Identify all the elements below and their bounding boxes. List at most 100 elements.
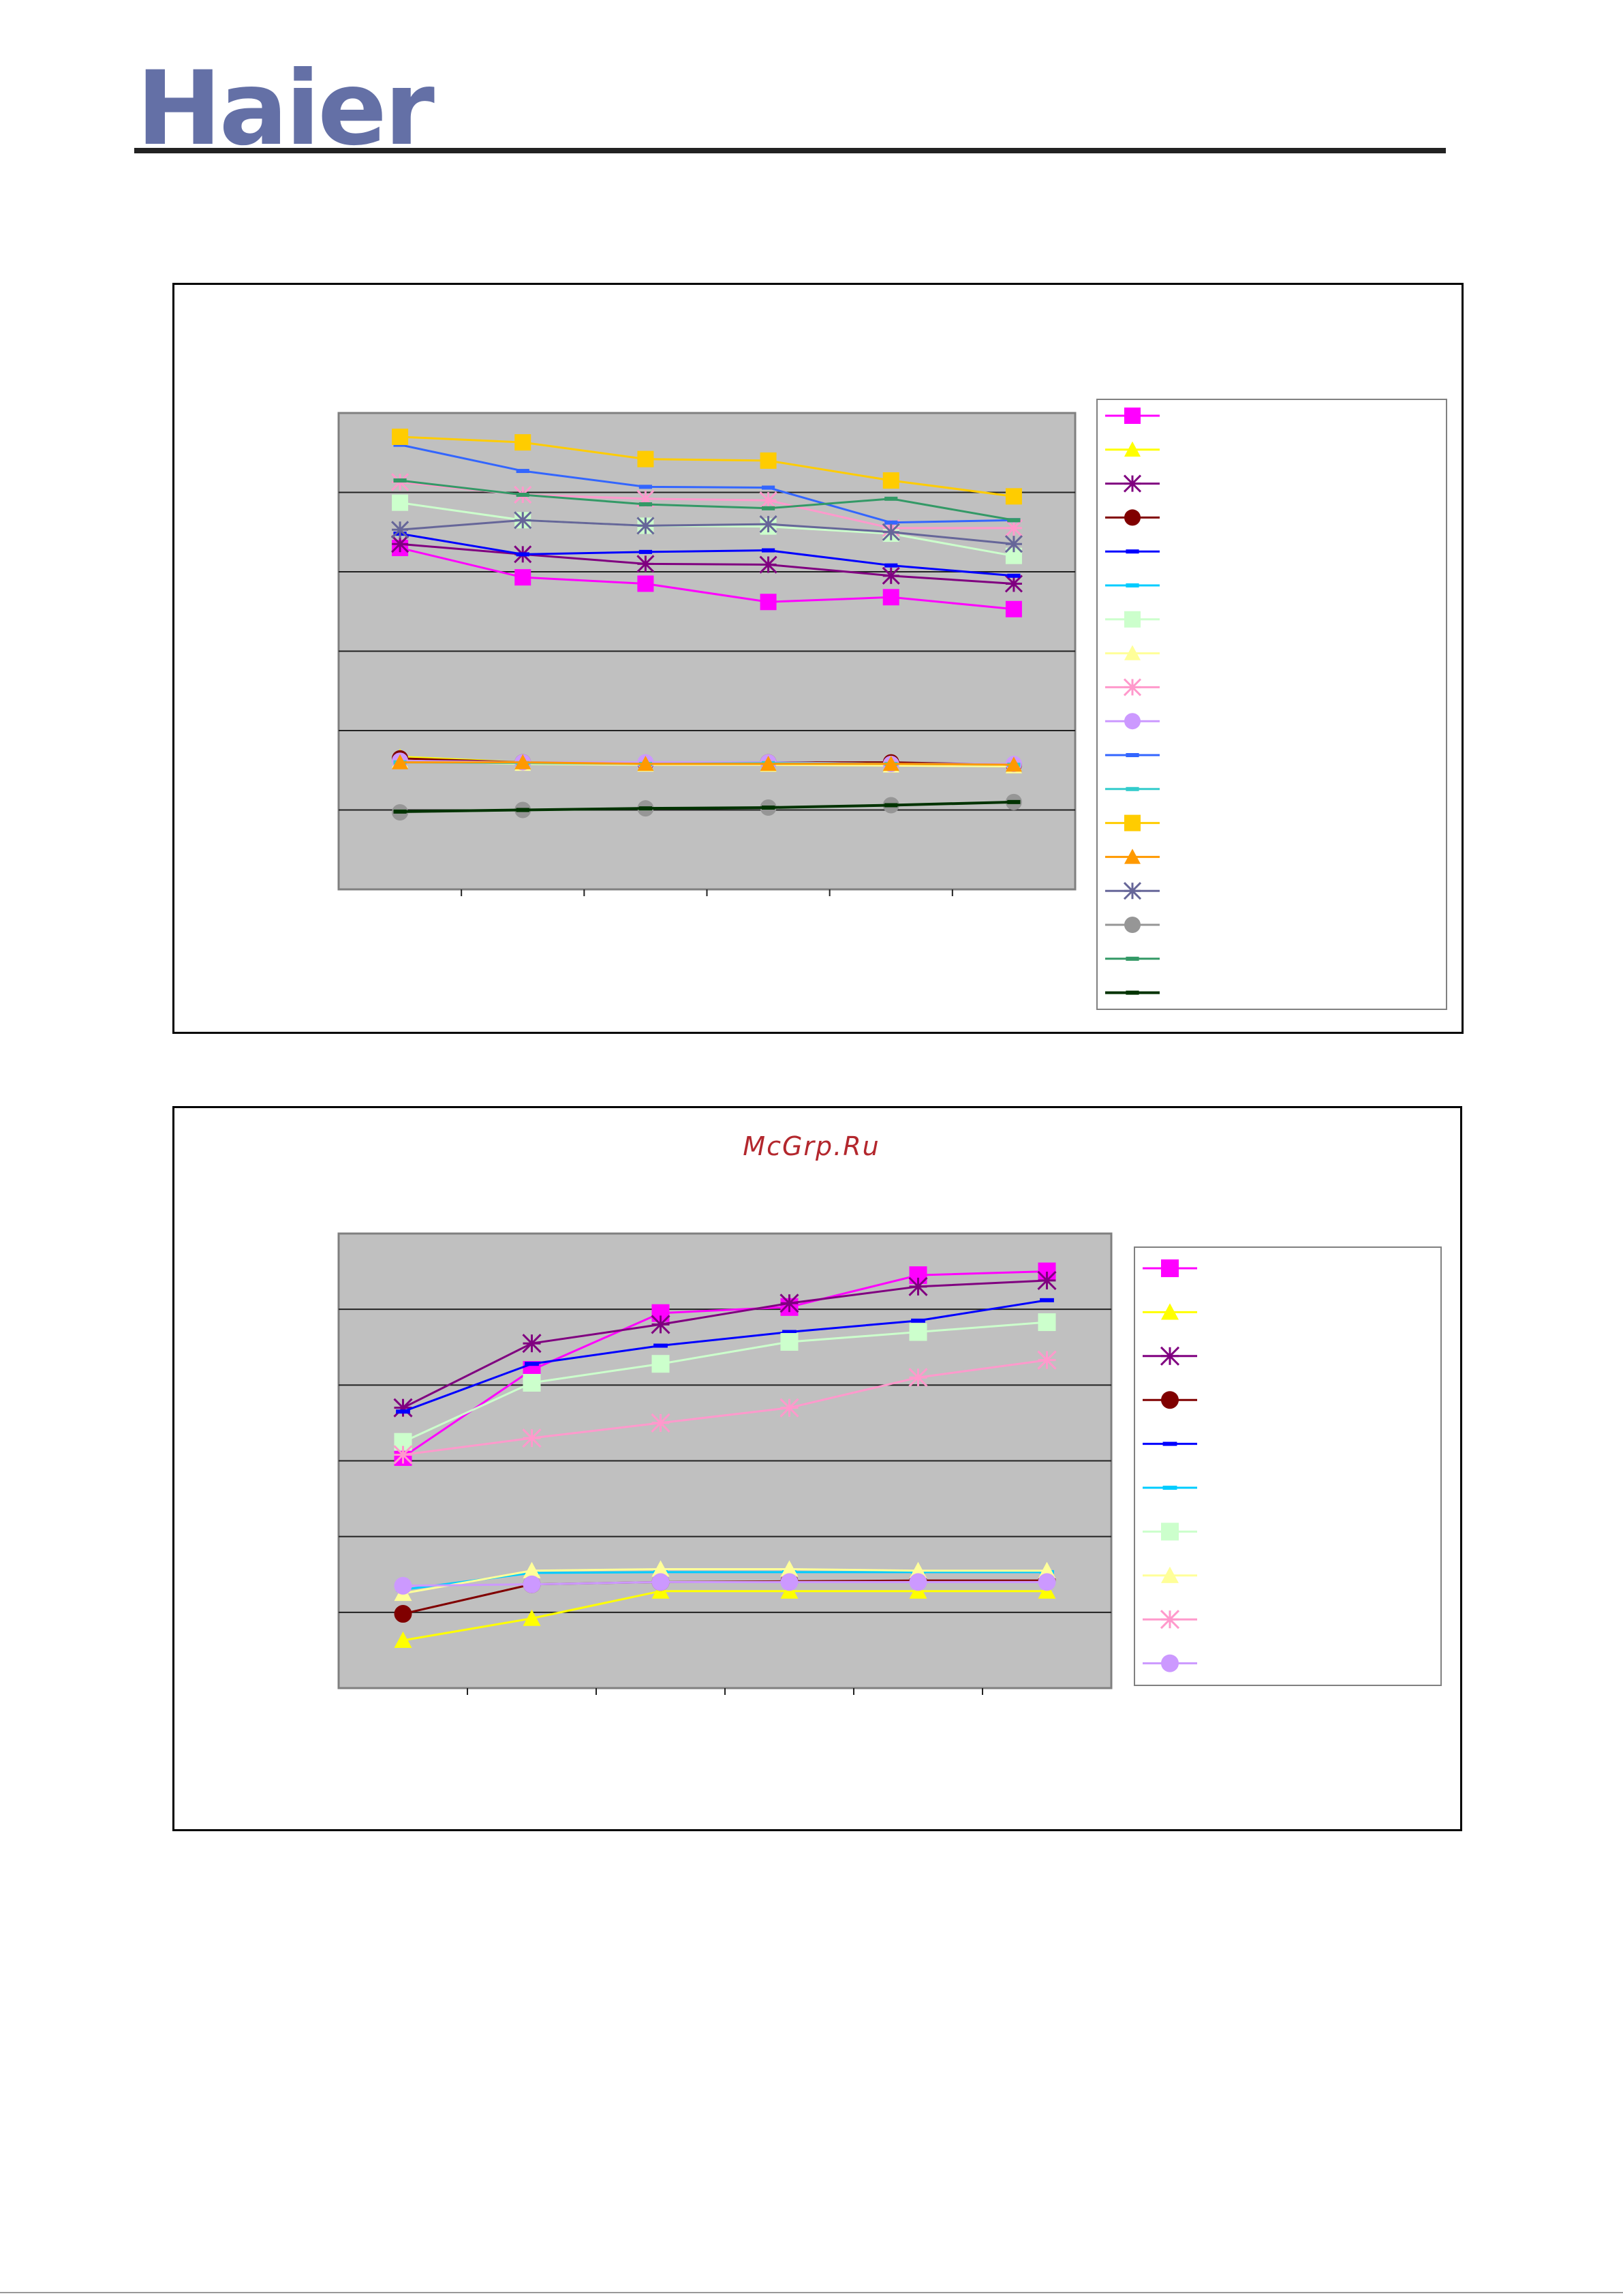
series-line: [402, 1299, 1047, 1413]
series-18: [393, 799, 1021, 814]
legend-marker: [1126, 583, 1139, 587]
data-point: [759, 555, 777, 574]
data-point: [514, 511, 532, 530]
legend-entry-7: [1105, 611, 1160, 628]
series-line: [399, 532, 1015, 577]
legend-entry-2: [1143, 1303, 1197, 1320]
data-point: [522, 1428, 542, 1448]
data-point: [396, 1409, 410, 1414]
data-point: [1004, 519, 1023, 537]
data-point: [909, 1561, 927, 1578]
data-point: [514, 569, 531, 586]
watermark-text: McGrp.Ru: [743, 1131, 880, 1161]
series-7: [394, 1313, 1056, 1451]
legend-entry-4: [1143, 1391, 1197, 1409]
legend-entry-10: [1143, 1654, 1197, 1672]
legend-marker: [1161, 1522, 1179, 1541]
data-point: [514, 754, 531, 769]
data-point: [516, 469, 529, 474]
data-point: [761, 548, 775, 553]
data-point: [392, 494, 409, 511]
legend-marker: [1124, 611, 1141, 628]
series-line: [399, 502, 1015, 557]
data-point: [782, 1330, 797, 1334]
legend-entry-17: [1105, 956, 1160, 961]
data-point: [394, 1576, 412, 1595]
data-point: [911, 1318, 925, 1323]
data-point: [651, 1573, 670, 1591]
data-point: [1037, 1270, 1057, 1290]
legend-marker: [1123, 678, 1142, 697]
series-line: [399, 542, 1015, 585]
data-point: [760, 452, 777, 469]
legend-marker: [1123, 882, 1142, 900]
chart-1: [337, 399, 1447, 1010]
legend-entry-1: [1143, 1259, 1197, 1277]
data-point: [759, 491, 777, 510]
legend-entry-10: [1105, 713, 1160, 730]
legend-entry-9: [1143, 1610, 1197, 1629]
series-10: [394, 1573, 1056, 1595]
legend-marker: [1124, 441, 1141, 457]
haier-logo: Haier: [136, 50, 435, 168]
legend-entry-16: [1105, 917, 1160, 933]
legend-marker: [1123, 474, 1142, 493]
legend-entry-1: [1105, 408, 1160, 424]
data-point: [514, 434, 531, 451]
data-point: [516, 552, 529, 557]
legend-box: [1096, 399, 1447, 1010]
series-line: [403, 1359, 1047, 1456]
legend-entry-9: [1105, 678, 1160, 697]
series-line: [403, 1580, 1047, 1587]
legend-marker: [1124, 917, 1141, 933]
data-point: [1007, 518, 1021, 523]
data-point: [760, 594, 777, 611]
legend-marker: [1126, 753, 1139, 757]
series-line: [399, 519, 1015, 545]
data-point: [636, 517, 655, 535]
data-point: [393, 1398, 413, 1418]
data-point: [779, 1294, 799, 1313]
legend-entry-14: [1105, 848, 1160, 864]
legend-marker: [1126, 990, 1139, 995]
data-point: [1007, 573, 1021, 578]
legend-marker: [1124, 814, 1141, 831]
legend-entry-5: [1143, 1441, 1197, 1446]
series-line: [399, 547, 1015, 611]
series-line: [403, 1567, 1047, 1595]
data-point: [1038, 1561, 1056, 1578]
legend-entry-2: [1105, 441, 1160, 457]
data-point: [1037, 1350, 1057, 1370]
data-point: [909, 1573, 927, 1591]
legend-entry-8: [1105, 645, 1160, 660]
data-point: [393, 478, 407, 483]
series-line: [402, 1279, 1047, 1409]
data-point: [884, 496, 898, 501]
series-14: [392, 754, 1022, 772]
data-point: [393, 1445, 413, 1465]
data-point: [523, 1575, 541, 1593]
data-point: [651, 1355, 670, 1373]
series-line: [402, 1270, 1047, 1458]
data-point: [884, 803, 898, 808]
data-point: [882, 523, 900, 541]
series-5: [396, 1298, 1054, 1414]
legend-box: [1134, 1246, 1442, 1686]
data-point: [780, 1332, 799, 1351]
data-point: [780, 1573, 799, 1591]
data-point: [394, 1631, 412, 1649]
legend-marker: [1124, 509, 1141, 526]
data-point: [882, 589, 899, 606]
series-9: [393, 1350, 1057, 1465]
series-17: [393, 478, 1021, 523]
data-point: [523, 1373, 541, 1392]
chart-2: [337, 1232, 1442, 1695]
data-point: [516, 492, 529, 497]
data-point: [653, 1343, 668, 1348]
data-point: [761, 506, 775, 510]
data-point: [522, 1334, 542, 1353]
data-point: [884, 563, 898, 568]
data-point: [651, 1315, 670, 1334]
legend-entry-18: [1105, 990, 1160, 995]
